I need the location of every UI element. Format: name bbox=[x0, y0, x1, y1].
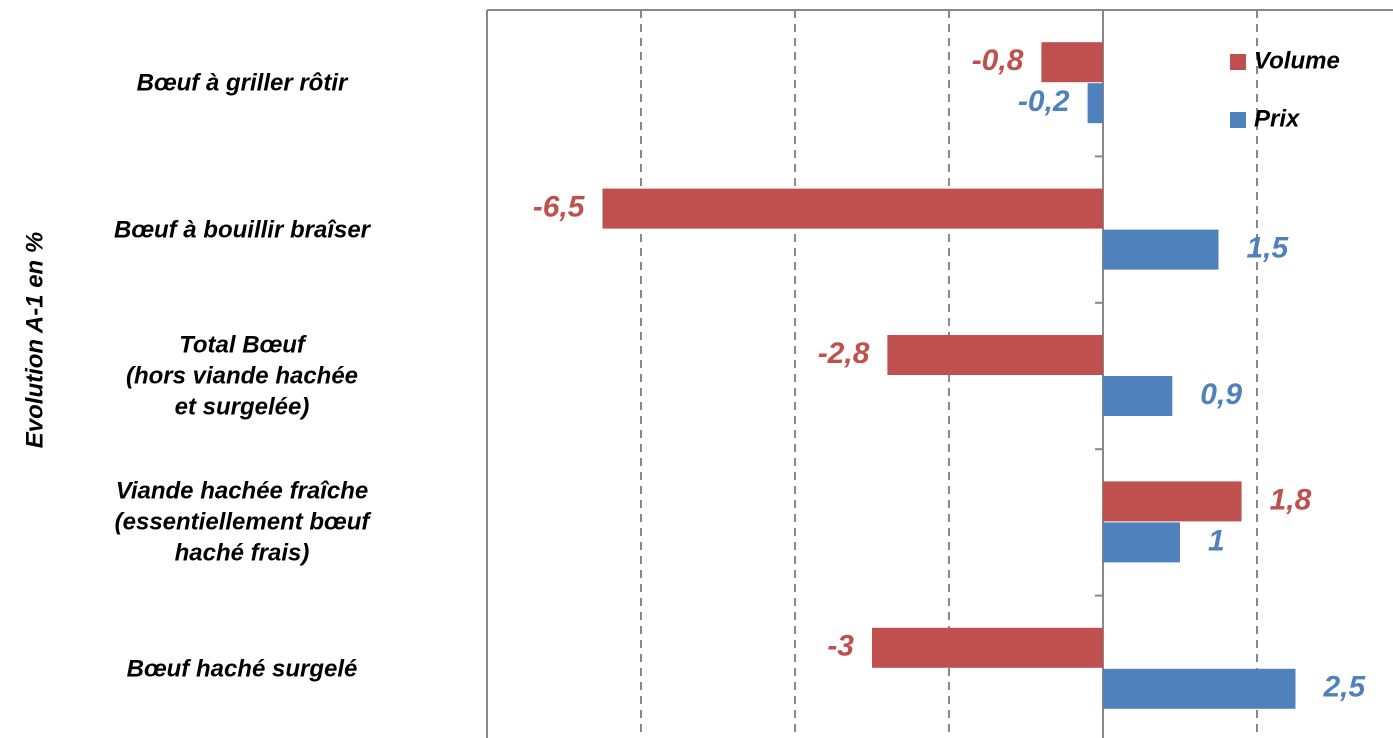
value-label: -2,8 bbox=[818, 337, 870, 370]
bar bbox=[1103, 376, 1173, 416]
value-label: 1,5 bbox=[1247, 232, 1290, 265]
value-label: -6,5 bbox=[533, 191, 586, 224]
value-label: 0,9 bbox=[1200, 378, 1242, 411]
bar bbox=[1103, 522, 1180, 563]
legend-swatch bbox=[1230, 112, 1246, 128]
bar bbox=[1103, 481, 1242, 522]
value-label: -3 bbox=[827, 630, 854, 663]
value-label: -0,2 bbox=[1018, 85, 1070, 118]
category-label: Bœuf à bouillir braîser bbox=[113, 216, 371, 244]
bar bbox=[602, 188, 1103, 229]
bar bbox=[1103, 229, 1219, 270]
bar bbox=[872, 627, 1103, 668]
category-label: Bœuf haché surgelé bbox=[126, 655, 358, 683]
category-label: Bœuf à griller rôtir bbox=[136, 69, 348, 97]
bar bbox=[887, 335, 1103, 375]
legend-label: Volume bbox=[1254, 47, 1340, 74]
y-axis-title: Evolution A-1 en % bbox=[21, 232, 48, 448]
legend-label: Prix bbox=[1254, 105, 1301, 132]
value-label: -0,8 bbox=[972, 44, 1024, 77]
category-label: Total Bœuf (hors viande hachée et surgel… bbox=[125, 331, 359, 421]
value-label: 1,8 bbox=[1270, 483, 1312, 516]
category-label: Viande hachée fraîche (essentiellement b… bbox=[114, 477, 370, 567]
bar bbox=[1041, 42, 1103, 83]
value-label: 1 bbox=[1208, 524, 1225, 557]
bar bbox=[1087, 83, 1103, 124]
legend-swatch bbox=[1230, 54, 1246, 70]
value-label: 2,5 bbox=[1323, 671, 1367, 704]
bar bbox=[1103, 668, 1296, 709]
